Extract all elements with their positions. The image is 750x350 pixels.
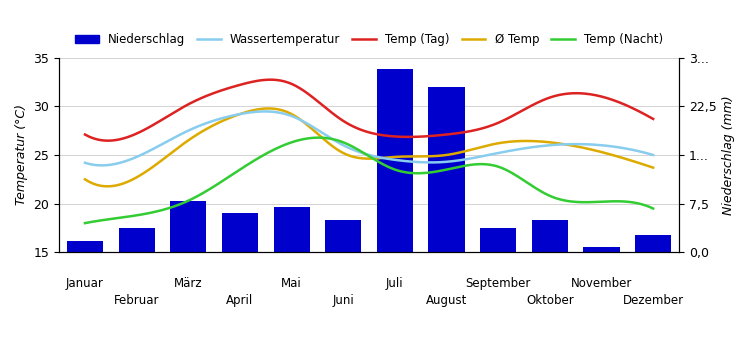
Bar [428,87,464,350]
Bar [376,69,413,350]
Text: Februar: Februar [114,294,160,307]
Legend: Niederschlag, Wassertemperatur, Temp (Tag), Ø Temp, Temp (Nacht): Niederschlag, Wassertemperatur, Temp (Ta… [70,28,668,51]
Bar [326,220,362,350]
Text: August: August [426,294,467,307]
Text: Januar: Januar [66,277,104,290]
Bar [222,214,258,350]
Text: April: April [226,294,254,307]
Text: Oktober: Oktober [526,294,574,307]
Bar [118,228,154,350]
Bar [584,247,620,350]
Bar [532,220,568,350]
Bar [67,241,103,350]
Text: Dezember: Dezember [622,294,684,307]
Bar [480,228,516,350]
Text: November: November [571,277,632,290]
Y-axis label: Niederschlag (mm): Niederschlag (mm) [722,95,735,215]
Text: September: September [466,277,531,290]
Text: Juni: Juni [332,294,354,307]
Text: März: März [174,277,202,290]
Bar [635,235,671,350]
Text: Juli: Juli [386,277,404,290]
Text: Mai: Mai [281,277,302,290]
Bar [274,206,310,350]
Bar [170,201,206,350]
Y-axis label: Temperatur (°C): Temperatur (°C) [15,104,28,205]
